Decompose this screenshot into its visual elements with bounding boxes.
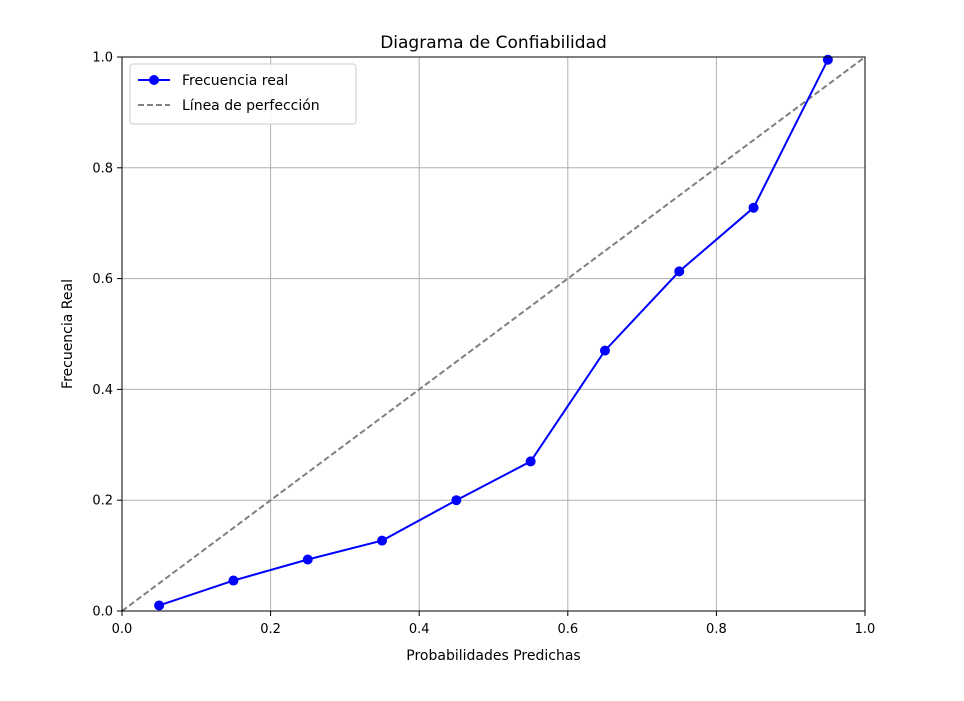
chart-title: Diagrama de Confiabilidad [380,33,607,53]
legend-label-frecuencia-real: Frecuencia real [182,73,288,89]
data-point-frecuencia-real [377,535,388,546]
x-tick-label: 0.8 [706,622,727,637]
x-tick-label: 0.2 [260,622,281,637]
y-tick-label: 0.2 [92,494,113,509]
data-point-frecuencia-real [302,554,313,565]
y-tick-label: 0.4 [92,383,113,398]
y-tick-label: 1.0 [92,51,113,66]
data-point-frecuencia-real [228,575,239,586]
data-point-frecuencia-real [154,600,165,611]
y-tick-label: 0.6 [92,272,113,287]
legend: Frecuencia real Línea de perfección [129,63,357,125]
series-line-frecuencia-real [158,59,829,607]
data-point-frecuencia-real [525,456,536,467]
series-line-linea-de-perfeccion [121,56,866,612]
x-tick-label: 1.0 [855,622,876,637]
y-axis-label: Frecuencia Real [60,279,76,389]
legend-box [129,63,357,125]
data-point-frecuencia-real [822,54,833,65]
data-point-frecuencia-real [674,266,685,277]
data-point-frecuencia-real [748,202,759,213]
legend-label-linea-de-perfeccion: Línea de perfección [182,98,320,114]
y-tick-label: 0.8 [92,161,113,176]
plot-area [121,54,866,612]
grid [121,56,866,612]
legend-marker-frecuencia-real [149,75,159,85]
axes-frame [121,56,866,612]
data-point-frecuencia-real [451,495,462,506]
data-point-frecuencia-real [599,345,610,356]
x-tick-label: 0.6 [557,622,578,637]
x-tick-label: 0.4 [409,622,430,637]
x-tick-label: 0.0 [112,622,133,637]
y-tick-label: 0.0 [92,605,113,620]
x-axis-label: Probabilidades Predichas [406,648,580,664]
ticks: 0.0 0.2 0.4 0.6 0.8 1.0 0.0 0.2 0.4 0.6 0.8 1.0 [92,51,875,638]
